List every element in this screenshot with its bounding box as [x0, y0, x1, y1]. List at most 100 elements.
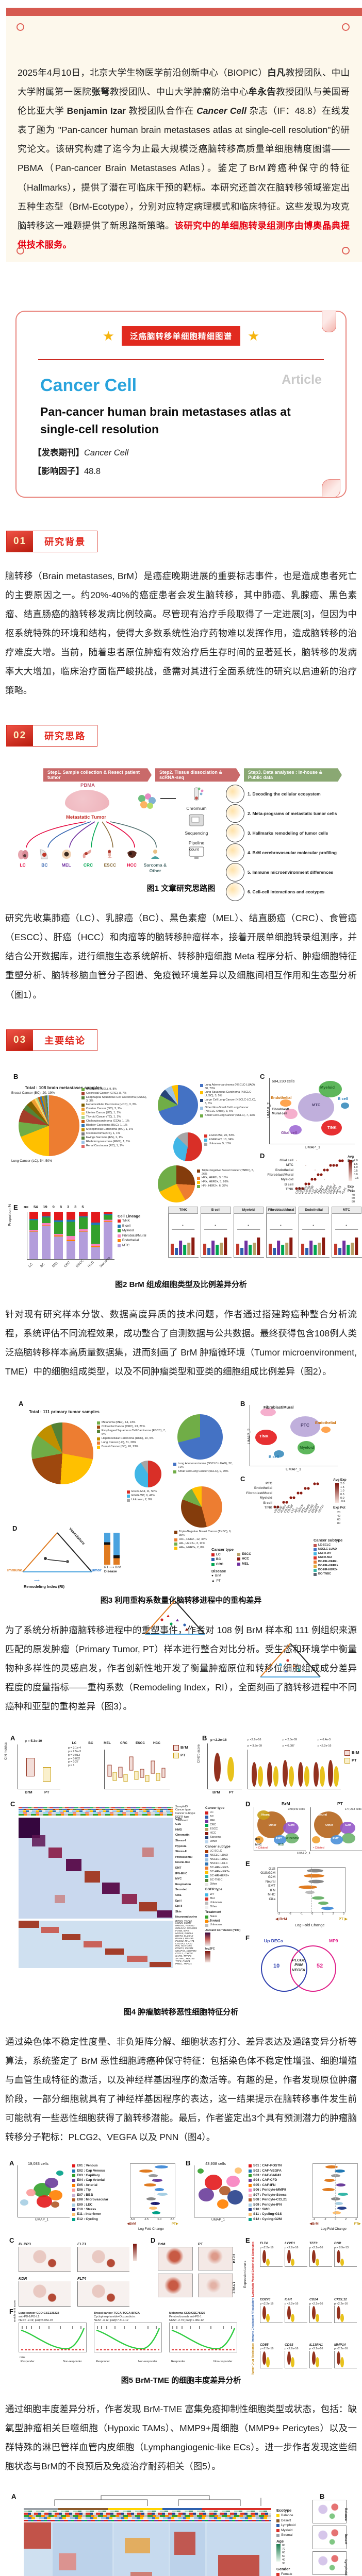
- legend-item: S07 : Pericyte-Stress: [249, 2193, 308, 2197]
- state-label: EMT: [333, 1837, 339, 1840]
- background-paragraph: 脑转移（Brain metastases, BrM）是癌症晚期进展的重要标志事件…: [5, 570, 357, 696]
- legend-item: HR+, HER2+, 2, 8%: [174, 1546, 236, 1550]
- legend-item: E11 : Interferon: [72, 2212, 126, 2216]
- p-value: p = 6.4e-3: [318, 1738, 331, 1741]
- approach-paragraph: 研究先收集肺癌（LC）、乳腺癌（BC）、黑色素瘤（MEL）、结直肠癌（CRC）、…: [5, 913, 357, 1000]
- avg-exp-colorbar: [349, 1160, 352, 1181]
- stacked-bars: [27, 1211, 114, 1260]
- legend-item: E03 : Capillary: [72, 2174, 126, 2178]
- legend-item: EGFR-WT, 13, 34%: [204, 1138, 252, 1142]
- legend-item: S09 : Pericyte-IFN: [249, 2203, 308, 2207]
- pbma-label: PBMA: [80, 783, 95, 789]
- gene-heatmap: [19, 1920, 173, 1968]
- legend-item: Female: [276, 2572, 296, 2576]
- ecotype-heatmap: [24, 2522, 271, 2576]
- legend-item: ● BrM: [211, 1574, 221, 1578]
- exp-pct-label: Exp Pct: [348, 1184, 354, 1193]
- bc-legend: Triple-Negative Breast Cancer (TNBC), 9,…: [174, 1530, 236, 1550]
- x-axis-label: Log Fold Change: [138, 2227, 164, 2231]
- proportion-panel: Myeloid *: [233, 1206, 264, 1260]
- section-number: 02: [7, 725, 34, 747]
- legend-item: E02 : Cap Venous: [72, 2169, 126, 2173]
- pie-legend: Melanoma (MEL), 9, 8% Colorectal Cancer (…: [81, 1087, 147, 1149]
- legend-item: NSCLC-LCLC: [205, 1862, 241, 1866]
- state-label: G2M: [288, 1823, 294, 1827]
- section-title: 研究思路: [44, 731, 86, 742]
- y-axis-label: CIN metrics: [4, 1742, 8, 1760]
- legend-item: MTC: [118, 1244, 146, 1248]
- disease-label: Disease: [104, 1570, 117, 1574]
- legend-item: Esophageal Squamous Cell Carcinoma (ESCC…: [81, 1096, 147, 1103]
- legend-item: Large Cell Lung Cancer (NSCLC-LCLC), 3, …: [200, 1098, 257, 1106]
- lfc-rows: G1S G1S/G2M G2M Neural EMT IFN MHC Cilia: [260, 1867, 275, 1901]
- chromium-block: Chromium: [181, 786, 212, 811]
- panel-label: E: [245, 1859, 250, 1868]
- feature-umap: FLT4: [77, 2276, 132, 2307]
- x-axis-label: UMAP_1: [297, 1851, 311, 1855]
- legend-item: Hepatocellular Carcinoma (HCC), 3, 3%: [81, 1103, 147, 1107]
- panel-label: A: [11, 2493, 17, 2501]
- legend-item: Myeloid: [276, 2529, 296, 2533]
- analysis-item: 3. Hallmarks remodeling of tumor cells: [226, 824, 361, 843]
- legend-item: S06 : Pericyte-MMP9: [249, 2188, 308, 2192]
- p-value: p <2.2e-16: [248, 1738, 261, 1741]
- star-icon: ★: [248, 328, 260, 344]
- brm-pt-feature-umaps: BrM PT: [158, 2242, 235, 2297]
- divider: [38, 359, 324, 360]
- violin-cell: CD276 p <2.2e-16: [260, 2298, 283, 2342]
- p-value: p = 3.1e-4: [68, 1746, 81, 1750]
- organ-crc: CRC: [78, 849, 98, 874]
- violin-pair: [207, 1743, 242, 1789]
- legend-item: Sarcoma: [205, 1836, 241, 1839]
- p-value: p = 2.5e-3: [68, 1750, 81, 1753]
- cancer-type-legend: Cancer type LC BC CRC ESCC HCC MEL Disease ● B…: [211, 1547, 255, 1584]
- legend-item: Lung Adeno-carcinoma (NSCLC-LUAD), 38, 7…: [200, 1083, 257, 1091]
- figure-4: A CIN metrics p = 5.3e-10 BrM PT LC BC MEL…: [3, 1734, 362, 1998]
- x-tick: PT: [229, 1789, 234, 1794]
- panel-label: A: [9, 2159, 14, 2167]
- legend-item: HR+, HER2-, 3, 16%: [197, 1176, 255, 1180]
- lfc-plot: [277, 1867, 345, 1912]
- organ-hcc: HCC: [122, 849, 142, 874]
- legend-item: LC-SCLC: [314, 1544, 342, 1547]
- tissue-blob-icon: [135, 791, 158, 812]
- bc-slice-label: Breast Cancer (BC), 20, 19%: [11, 1091, 55, 1095]
- venn-right-count: 52: [317, 1962, 323, 1969]
- violin-cell: MMP14 p <2.2e-16: [334, 2343, 357, 2375]
- ec-legend: E01 : Venous E02 : Cap Venous E03 : Capill…: [72, 2163, 126, 2222]
- dot-row-label: MTC: [286, 1163, 293, 1167]
- legend-item: ESCC: [205, 1827, 241, 1831]
- panel-label: B: [13, 1072, 19, 1080]
- feature-umap: PLPP3: [19, 2242, 73, 2272]
- legend-item: Melanoma (MEL), 14, 13%: [97, 1421, 167, 1425]
- cancer-tick: BC: [88, 1741, 93, 1745]
- violin-multi: [248, 1749, 341, 1789]
- umap-label: Glial cell: [281, 1130, 297, 1135]
- immune-axis: Immune: [7, 1568, 22, 1573]
- panel-label: B: [186, 2159, 191, 2167]
- legend-item: CRC: [205, 1823, 241, 1827]
- heatmap-legends: Cancer type LC BC MEL CRC ESCC HCC Sarcoma Othe…: [205, 1806, 241, 1962]
- proportion-panel: MTC *: [331, 1206, 362, 1260]
- section-title: 主要结论: [44, 1035, 86, 1046]
- legend-item: Colorectal Cancer (CRC), 23, 21%: [97, 1425, 167, 1429]
- meta-program-heatmap: [19, 1817, 173, 1919]
- y-axis-label: Proportion %: [7, 1204, 12, 1226]
- panel-label: E: [245, 2236, 250, 2245]
- legend-item: Lymphoid: [276, 2523, 296, 2528]
- legend-item: BC-HR+HER2+: [205, 1870, 241, 1874]
- legend-item: EGFR-WT: [314, 1552, 342, 1555]
- legend-item: Ovarian Cancer (OC), 2, 2%: [81, 1107, 147, 1111]
- metastatic-tumor-label: Metastatic Tumor: [66, 815, 106, 821]
- step3-banner: Step3. Data analyses : In-house & Public…: [244, 768, 342, 782]
- figure-1-workflow: Step1. Sample collection & Resect patien…: [3, 768, 361, 902]
- legend-item: Colorectal Cancer (CRC), 8, 7%: [81, 1092, 147, 1095]
- organ-bc: BC: [34, 849, 55, 874]
- legend-item: BC-HR+HER2-: [205, 1866, 241, 1870]
- violin-grid: Lymphatic Vessel Endothelial Signatures …: [252, 2242, 362, 2375]
- legend-item: Melanoma (MEL), 9, 8%: [81, 1088, 147, 1091]
- section-badge-approach: 02 研究思路: [6, 725, 98, 747]
- page-curl-icon: [322, 310, 336, 332]
- legend-item: E01 : Venous: [72, 2164, 126, 2168]
- stromal-umap: [194, 2165, 246, 2218]
